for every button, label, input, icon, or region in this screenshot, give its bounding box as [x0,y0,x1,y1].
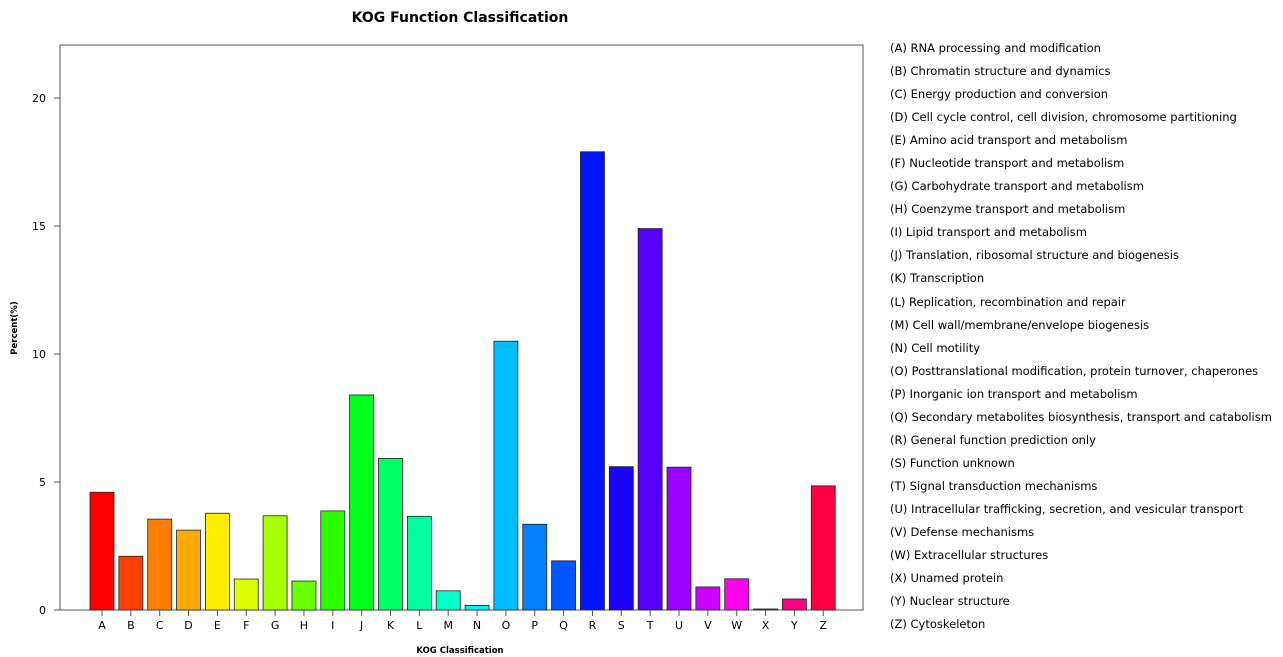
legend-entry-s: (S) Function unknown [890,455,1015,470]
y-axis-label: Percent(%) [10,301,20,355]
y-tick-label: 0 [39,604,46,617]
legend-entry-g: (G) Carbohydrate transport and metabolis… [890,179,1144,194]
x-tick-label-i: I [331,619,334,632]
bar-z [810,485,836,611]
x-tick-label-y: Y [790,619,798,632]
x-tick-label-l: L [416,619,423,632]
bar-s [608,466,634,611]
legend-entry-c: (C) Energy production and conversion [890,87,1109,102]
legend-entry-z: (Z) Cytoskeleton [890,617,986,632]
bar-w [724,578,750,611]
bar-d [176,529,201,611]
bar-e [204,512,230,611]
bar-a [89,491,115,611]
legend-entry-d: (D) Cell cycle control, cell division, c… [890,110,1237,125]
x-tick-label-g: G [271,619,280,632]
x-tick-label-v: V [704,619,712,632]
bars-group [89,151,836,611]
y-tick-label: 15 [32,220,46,233]
legend-entry-a: (A) RNA processing and modification [890,41,1101,55]
bar-f [233,578,259,611]
x-axis: A B C D E F G H I J K L M N O P Q R S T U V W X Y Z [98,610,827,632]
x-tick-label-q: Q [559,619,568,632]
x-tick-label-t: T [646,619,654,632]
x-tick-label-x: X [762,619,770,632]
bar-v [695,586,721,611]
x-tick-label-a: A [98,619,106,632]
bar-o [493,340,519,611]
bar-h [291,580,317,611]
legend-entry-j: (J) Translation, ribosomal structure and… [890,248,1179,263]
bar-b [118,555,144,611]
x-tick-label-n: N [473,619,481,632]
x-tick-label-m: M [443,619,453,632]
legend-entry-t: (T) Signal transduction mechanisms [890,478,1098,493]
bar-p [522,523,548,611]
bar-y [782,598,807,611]
y-tick-label: 5 [39,476,46,489]
x-tick-label-c: C [156,619,164,632]
y-tick-label: 20 [32,92,46,105]
plot-frame [59,44,864,611]
x-tick-label-e: E [214,619,221,632]
legend-entry-y: (Y) Nuclear structure [890,594,1010,609]
legend-entry-h: (H) Coenzyme transport and metabolism [890,202,1126,217]
x-tick-label-b: B [127,619,135,632]
x-tick-label-o: O [502,619,511,632]
bar-x [753,608,778,611]
bar-u [666,466,692,611]
chart-title: KOG Function Classification [352,10,569,26]
legend-entry-e: (E) Amino acid transport and metabolism [890,133,1128,148]
legend-entry-f: (F) Nucleotide transport and metabolism [890,156,1125,171]
x-tick-label-j: J [359,619,363,632]
legend-entry-b: (B) Chromatin structure and dynamics [890,64,1111,79]
legend-entry-x: (X) Unamed protein [890,571,1004,586]
legend-entry-i: (I) Lipid transport and metabolism [890,225,1087,240]
x-tick-label-u: U [675,619,683,632]
bar-c [147,518,173,611]
y-tick-label: 10 [32,348,46,361]
bar-m [435,590,461,611]
legend-entry-p: (P) Inorganic ion transport and metaboli… [890,386,1138,401]
x-tick-label-p: P [531,619,538,632]
legend-entry-u: (U) Intracellular trafficking, secretion… [890,501,1244,516]
x-axis-label: KOG Classification [416,646,503,656]
legend-entry-r: (R) General function prediction only [890,432,1096,447]
x-tick-label-d: D [184,619,192,632]
x-tick-label-s: S [618,619,625,632]
bar-g [262,515,288,611]
legend-entry-v: (V) Defense mechanisms [890,524,1035,539]
y-axis: 0 5 10 15 20 [32,45,61,617]
bar-i [320,510,346,611]
x-tick-label-w: W [731,619,742,632]
legend-entry-k: (K) Transcription [890,271,985,286]
x-tick-label-r: R [589,619,597,632]
legend-entry-o: (O) Posttranslational modification, prot… [890,363,1259,378]
legend-entry-m: (M) Cell wall/membrane/envelope biogenes… [890,317,1150,332]
x-tick-label-z: Z [819,619,827,632]
legend-entry-l: (L) Replication, recombination and repai… [890,294,1126,309]
legend-entry-w: (W) Extracellular structures [890,548,1049,563]
bar-k [378,458,403,611]
bar-l [406,515,432,611]
x-tick-label-f: F [243,619,249,632]
x-tick-label-k: K [387,619,395,632]
legend-entry-q: (Q) Secondary metabolites biosynthesis, … [890,409,1272,424]
bar-t [637,228,663,611]
bar-j [349,394,375,611]
x-tick-label-h: H [300,619,308,632]
bar-q [551,560,576,611]
bar-r [580,151,605,611]
bar-n [464,604,490,611]
legend-entry-n: (N) Cell motility [890,340,981,355]
legend: (A) RNA processing and modification (B) C… [890,40,1272,639]
